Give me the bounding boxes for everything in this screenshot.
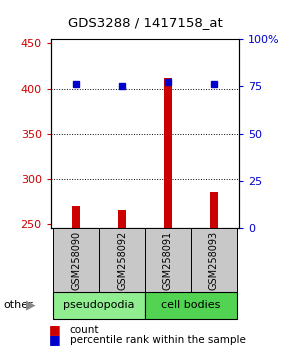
Text: ■: ■ xyxy=(49,324,61,336)
Text: GDS3288 / 1417158_at: GDS3288 / 1417158_at xyxy=(68,16,222,29)
Text: count: count xyxy=(70,325,99,335)
Bar xyxy=(53,292,145,319)
Text: pseudopodia: pseudopodia xyxy=(63,300,135,310)
Bar xyxy=(145,228,191,292)
Bar xyxy=(191,228,237,292)
Bar xyxy=(99,228,145,292)
Text: ■: ■ xyxy=(49,333,61,346)
Text: GSM258090: GSM258090 xyxy=(71,230,81,290)
Bar xyxy=(53,228,99,292)
Bar xyxy=(164,78,172,228)
Bar xyxy=(210,192,218,228)
Text: GSM258092: GSM258092 xyxy=(117,230,127,290)
Text: ▶: ▶ xyxy=(26,299,35,312)
Text: cell bodies: cell bodies xyxy=(161,300,221,310)
Text: GSM258091: GSM258091 xyxy=(163,230,173,290)
Text: percentile rank within the sample: percentile rank within the sample xyxy=(70,335,245,345)
Bar xyxy=(145,292,237,319)
Bar xyxy=(118,210,126,228)
Text: GSM258093: GSM258093 xyxy=(209,230,219,290)
Bar xyxy=(72,206,80,228)
Text: other: other xyxy=(3,300,33,310)
